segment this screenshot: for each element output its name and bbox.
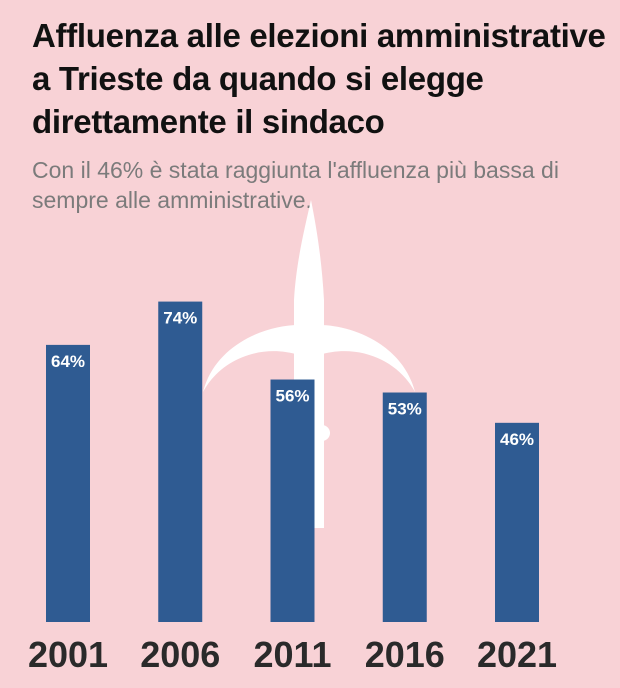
x-tick-label-2001: 2001 xyxy=(28,634,108,675)
bar-2011 xyxy=(270,379,315,622)
bar-2016 xyxy=(382,392,427,622)
chart-subtitle: Con il 46% è stata raggiunta l'affluenza… xyxy=(32,157,559,213)
x-tick-label-2011: 2011 xyxy=(253,634,331,675)
chart-title: Affluenza alle elezioni amministrative a… xyxy=(32,17,606,140)
data-label-2006: 74% xyxy=(163,309,197,328)
bar-2001 xyxy=(46,344,90,622)
x-tick-label-2021: 2021 xyxy=(477,634,557,675)
data-label-2001: 64% xyxy=(51,352,85,371)
data-label-2021: 46% xyxy=(500,430,534,449)
data-label-2016: 53% xyxy=(388,400,422,419)
bar-2021 xyxy=(495,422,539,622)
x-tick-label-2006: 2006 xyxy=(140,634,220,675)
x-tick-label-2016: 2016 xyxy=(365,634,445,675)
bar-2006 xyxy=(158,301,203,622)
data-label-2011: 56% xyxy=(275,387,309,406)
